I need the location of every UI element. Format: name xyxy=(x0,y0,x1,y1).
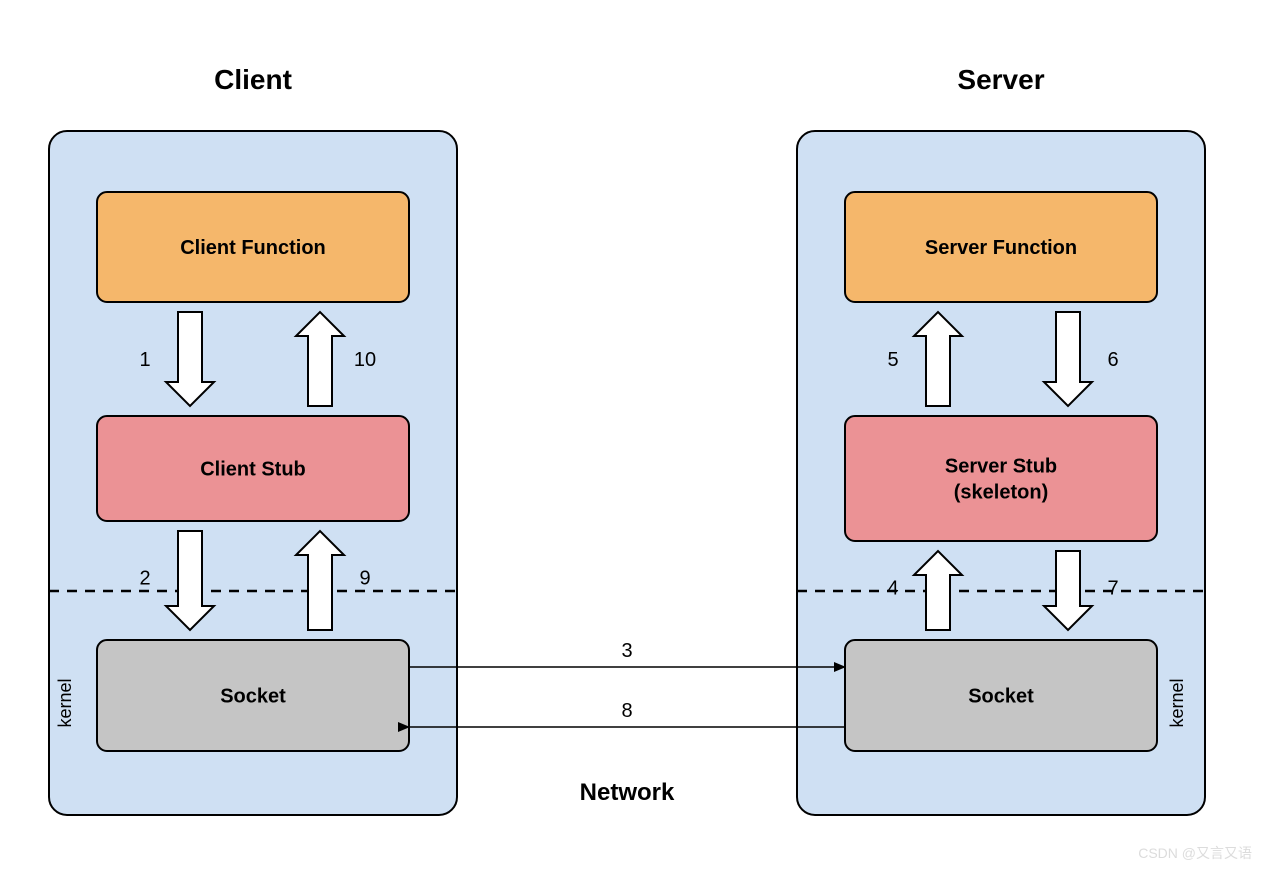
server-kernel-label: kernel xyxy=(1167,678,1187,727)
client-title: Client xyxy=(214,64,292,95)
server-step-5: 5 xyxy=(887,349,898,371)
server-function-label: Server Function xyxy=(925,237,1077,259)
client-step-1: 1 xyxy=(139,349,150,371)
client-kernel-label: kernel xyxy=(55,678,75,727)
client-stub-label: Client Stub xyxy=(200,459,306,481)
server-stub-box xyxy=(845,416,1157,541)
server-stub-label-2: (skeleton) xyxy=(954,482,1048,504)
server-socket-label: Socket xyxy=(968,686,1034,708)
client-step-2: 2 xyxy=(139,568,150,590)
server-stub-label-1: Server Stub xyxy=(945,456,1057,478)
network-step-8: 8 xyxy=(621,700,632,722)
server-step-7: 7 xyxy=(1107,578,1118,600)
network-step-3: 3 xyxy=(621,640,632,662)
network-label: Network xyxy=(580,779,675,806)
watermark: CSDN @又言又语 xyxy=(1138,845,1252,861)
client-step-10: 10 xyxy=(354,349,376,371)
client-socket-label: Socket xyxy=(220,686,286,708)
server-title: Server xyxy=(957,64,1044,95)
client-function-label: Client Function xyxy=(180,237,326,259)
server-step-4: 4 xyxy=(887,578,898,600)
client-step-9: 9 xyxy=(359,568,370,590)
server-step-6: 6 xyxy=(1107,349,1118,371)
